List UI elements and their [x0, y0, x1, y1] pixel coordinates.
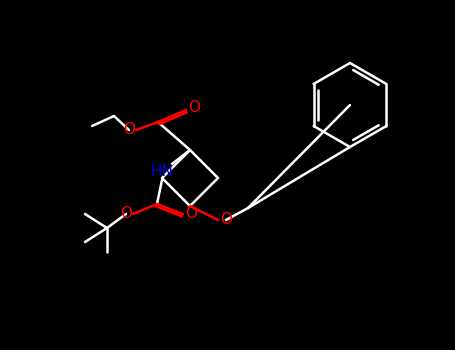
- Text: HN: HN: [151, 164, 173, 180]
- Text: O: O: [188, 100, 200, 116]
- Text: O: O: [123, 122, 135, 138]
- Text: O: O: [120, 206, 132, 222]
- Text: O: O: [220, 212, 232, 228]
- Text: O: O: [185, 206, 197, 222]
